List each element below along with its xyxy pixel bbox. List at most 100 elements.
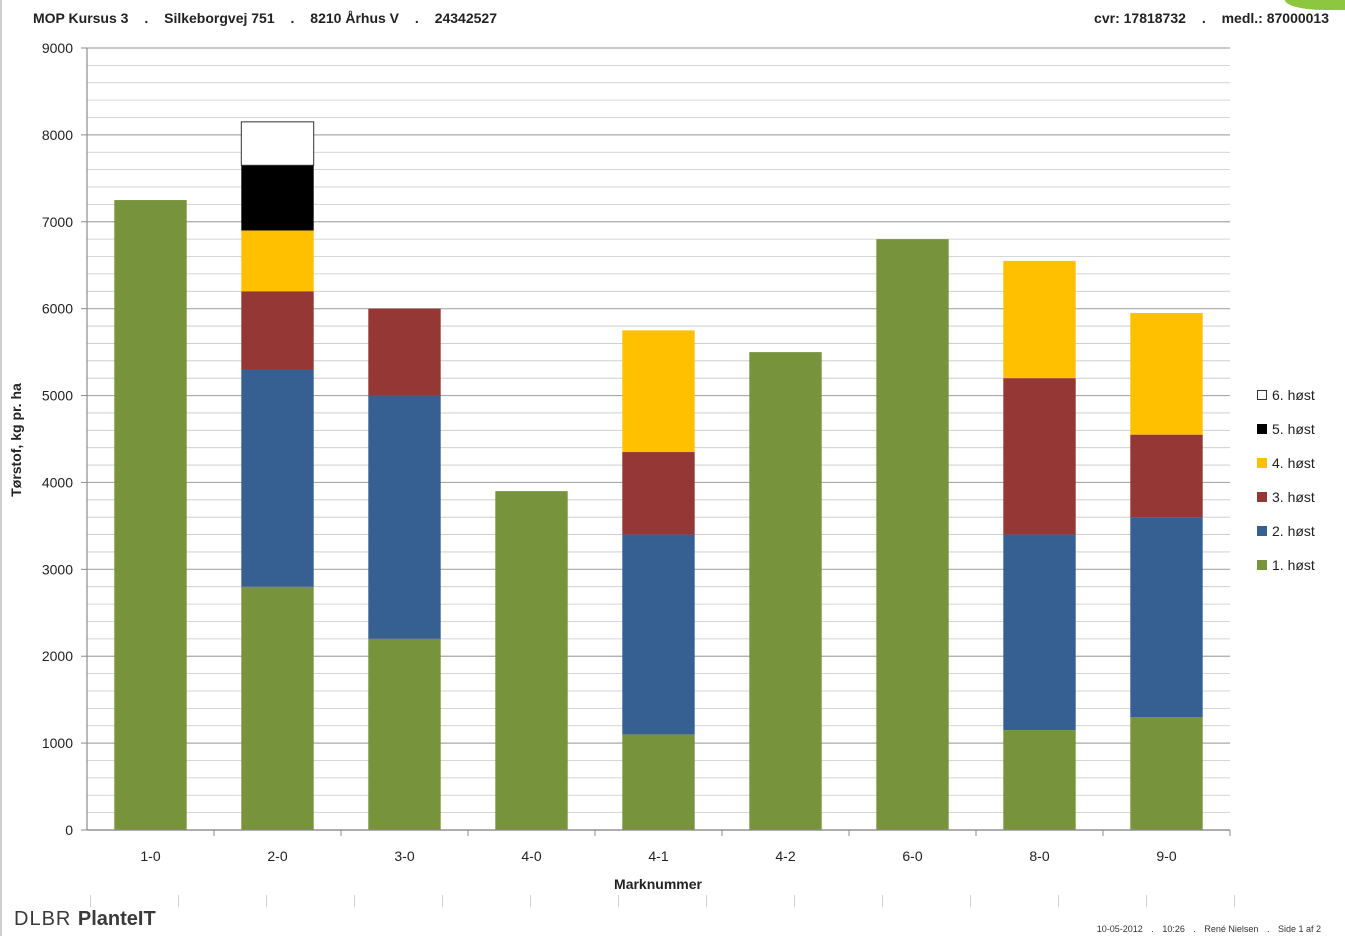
- legend-item: 2. høst: [1257, 514, 1315, 548]
- bar-segment-3-0-host3: [368, 308, 441, 396]
- dlbr-planteit-logo: DLBR PlanteIT: [14, 908, 156, 931]
- bar-segment-3-0-host1: [368, 638, 441, 830]
- x-tick-label: 3-0: [394, 848, 414, 864]
- bar-segment-9-0-host4: [1130, 313, 1203, 435]
- bar-segment-6-0-host1: [876, 239, 949, 831]
- legend-swatch: [1257, 458, 1267, 468]
- x-axis-title: Marknummer: [614, 876, 702, 892]
- ruler-tick: [1058, 895, 1059, 907]
- y-tick-label: 5000: [42, 388, 73, 404]
- legend-label: 4. høst: [1272, 455, 1315, 471]
- logo-text-bold: PlanteIT: [77, 908, 156, 930]
- ruler-tick: [618, 895, 619, 907]
- bar-segment-1-0-host1: [114, 200, 187, 831]
- legend-item: 6. høst: [1257, 378, 1315, 412]
- x-tick-label: 4-0: [521, 848, 541, 864]
- ruler-tick: [970, 895, 971, 907]
- x-tick-label: 8-0: [1029, 848, 1049, 864]
- bar-segment-8-0-host4: [1003, 260, 1076, 379]
- x-tick-label: 2-0: [267, 848, 287, 864]
- legend-label: 5. høst: [1272, 421, 1315, 437]
- bar-segment-4-1-host1: [622, 734, 695, 830]
- ruler-tick: [266, 895, 267, 907]
- member-number: medl.: 87000013: [1221, 10, 1329, 26]
- bar-segment-4-1-host3: [622, 452, 695, 535]
- address: Silkeborgvej 751: [164, 10, 275, 26]
- bar-segment-2-0-host2: [241, 369, 314, 587]
- bar-segment-8-0-host3: [1003, 378, 1076, 535]
- bar-segment-4-1-host2: [622, 534, 695, 735]
- bar-segment-2-0-host3: [241, 291, 314, 370]
- bar-segment-9-0-host3: [1130, 434, 1203, 518]
- y-tick-label: 0: [65, 822, 73, 838]
- print-time: 10:26: [1162, 924, 1185, 934]
- separator: .: [1266, 924, 1270, 934]
- bar-segment-4-2-host1: [749, 352, 822, 830]
- legend-item: 4. høst: [1257, 446, 1315, 480]
- ruler-tick: [90, 895, 91, 907]
- legend-label: 2. høst: [1272, 523, 1315, 539]
- legend-label: 6. høst: [1272, 387, 1315, 403]
- y-tick-label: 1000: [42, 735, 73, 751]
- y-tick-label: 3000: [42, 561, 73, 577]
- y-tick-label: 2000: [42, 648, 73, 664]
- ruler-tick: [1234, 895, 1235, 907]
- ruler-ticks: [90, 895, 1250, 909]
- phone: 24342527: [434, 10, 497, 26]
- bar-segment-8-0-host1: [1003, 730, 1076, 830]
- bar-segment-2-0-host1: [241, 586, 314, 830]
- legend-label: 1. høst: [1272, 557, 1315, 573]
- bar-segment-9-0-host2: [1130, 517, 1203, 718]
- ruler-tick: [354, 895, 355, 907]
- bar-segment-4-1-host4: [622, 330, 695, 453]
- x-tick-label: 1-0: [140, 848, 160, 864]
- report-header: MOP Kursus 3 . Silkeborgvej 751 . 8210 Å…: [0, 0, 1345, 40]
- axes: [81, 47, 1231, 836]
- separator: .: [144, 10, 149, 26]
- ruler-tick: [178, 895, 179, 907]
- legend-swatch: [1257, 390, 1267, 400]
- legend-swatch: [1257, 424, 1267, 434]
- separator: .: [290, 10, 295, 26]
- bar-segment-3-0-host2: [368, 395, 441, 639]
- footer-info: 10-05-2012 . 10:26 . René Nielsen . Side…: [1091, 924, 1321, 934]
- separator: .: [1151, 924, 1154, 934]
- print-date: 10-05-2012: [1096, 924, 1143, 934]
- ruler-tick: [794, 895, 795, 907]
- chart-legend: 6. høst 5. høst 4. høst 3. høst 2. høst 1. hø…: [1257, 378, 1315, 582]
- ruler-tick: [706, 895, 707, 907]
- bar-segment-8-0-host2: [1003, 534, 1076, 731]
- y-tick-label: 8000: [42, 127, 73, 143]
- separator: .: [1193, 924, 1196, 934]
- bar-segment-2-0-host5: [241, 165, 314, 231]
- legend-swatch: [1257, 526, 1267, 536]
- y-tick-label: 4000: [42, 474, 73, 490]
- x-tick-label: 6-0: [902, 848, 922, 864]
- bar-segment-4-0-host1: [495, 491, 568, 830]
- x-tick-label: 4-2: [775, 848, 795, 864]
- postal-city: 8210 Århus V: [310, 10, 400, 26]
- legend-item: 3. høst: [1257, 480, 1315, 514]
- header-right: cvr: 17818732 . medl.: 87000013: [1094, 10, 1329, 26]
- y-tick-label: 9000: [42, 40, 73, 56]
- x-tick-label: 9-0: [1156, 848, 1176, 864]
- ruler-tick: [442, 895, 443, 907]
- ruler-tick: [530, 895, 531, 907]
- legend-swatch: [1257, 492, 1267, 502]
- page-number: Side 1 af 2: [1277, 924, 1321, 934]
- bar-segment-9-0-host1: [1130, 717, 1203, 830]
- y-tick-label: 6000: [42, 301, 73, 317]
- legend-item: 1. høst: [1257, 548, 1315, 582]
- brand-corner-swoosh: [1285, 0, 1345, 10]
- y-tick-label: 7000: [42, 214, 73, 230]
- user-name: René Nielsen: [1204, 924, 1259, 934]
- separator: .: [414, 10, 419, 26]
- bars: [114, 121, 1203, 831]
- cvr-number: cvr: 17818732: [1094, 10, 1186, 26]
- legend-swatch: [1257, 560, 1267, 570]
- x-tick-label: 4-1: [648, 848, 668, 864]
- legend-item: 5. høst: [1257, 412, 1315, 446]
- course-name: MOP Kursus 3: [33, 10, 129, 26]
- legend-label: 3. høst: [1272, 489, 1315, 505]
